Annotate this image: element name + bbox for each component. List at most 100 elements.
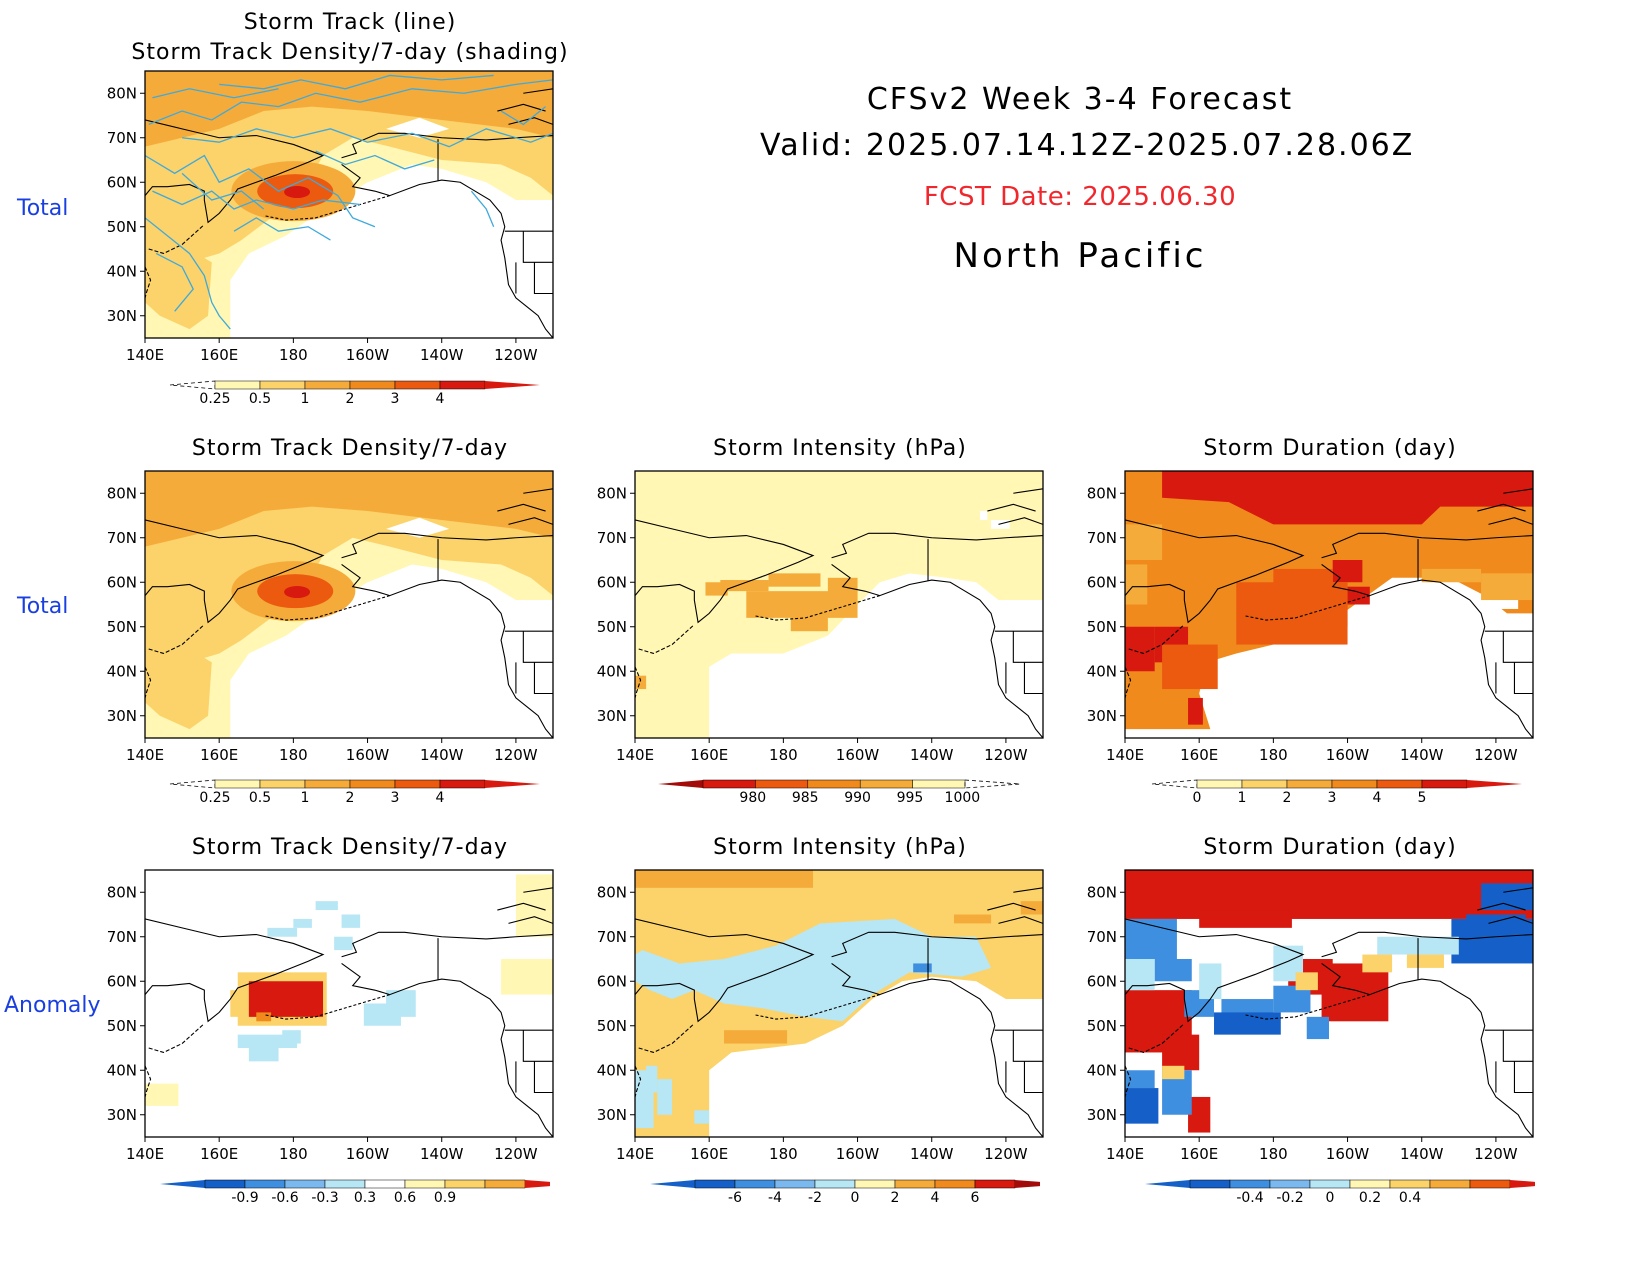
colorbar-segment (204, 1179, 246, 1189)
colorbar-segment (1286, 779, 1333, 789)
row-label-bottom: Anomaly (4, 993, 101, 1018)
intensity-gap (979, 511, 988, 520)
lon-tick-label: 160E (200, 1145, 238, 1163)
lon-tick-label: 160E (690, 746, 728, 764)
density-band-0.5 (145, 71, 553, 290)
colorbar-label: 4 (436, 790, 445, 805)
colorbar-segment (807, 779, 861, 789)
colorbar-label: 4 (931, 1190, 940, 1205)
colorbar-label: 3 (391, 391, 400, 406)
aleutian-islands (263, 994, 390, 1020)
duration-band-4 (1332, 560, 1363, 583)
colorbar-segment (974, 1179, 1016, 1189)
storm-track-line (470, 190, 495, 228)
lat-tick-label: 70N (1087, 529, 1117, 547)
colorbar-arrow-left (160, 1180, 205, 1188)
political-borders (437, 539, 553, 695)
colorbar-segment (439, 779, 486, 789)
duration-anom-neg-0.2 (1273, 985, 1311, 1013)
lon-tick-label: 140W (420, 1145, 464, 1163)
political-borders (1417, 539, 1533, 695)
lon-tick-label: 120W (984, 1145, 1028, 1163)
intensity-anom-4 (953, 914, 992, 924)
lon-tick-label: 180 (769, 746, 798, 764)
arctic-islands (1477, 887, 1533, 924)
lat-tick-label: 40N (597, 662, 627, 680)
colorbar-segment (734, 1179, 776, 1189)
colorbar-segment (774, 1179, 816, 1189)
colorbar-duration-anomaly: -0.4 -0.2 0 0.2 0.4 (1145, 1179, 1535, 1205)
colorbar-segment (1429, 1179, 1471, 1189)
anomaly-0.3 (230, 990, 242, 1017)
lon-tick-label: 160W (836, 746, 880, 764)
colorbar-label: 0.9 (434, 1190, 456, 1205)
arctic-islands (497, 88, 553, 125)
coastline-alaska (1321, 931, 1533, 1137)
intensity-band-995 (768, 573, 821, 587)
colorbar-label: 0.2 (1359, 1190, 1381, 1205)
map-frame (144, 869, 554, 1138)
lat-tick-label: 70N (107, 529, 137, 547)
colorbar-segment (324, 1179, 366, 1189)
lat-tick-label: 80N (107, 883, 137, 901)
aleutian-islands (263, 595, 390, 621)
lon-tick-label: 140E (616, 1145, 654, 1163)
coastline-alaska (341, 931, 553, 1137)
intensity-anom-4 (1020, 901, 1043, 915)
duration-anom-0.2 (1162, 1065, 1185, 1080)
lon-tick-label: 120W (984, 746, 1028, 764)
intensity-anomaly-map: 140E 160E 180 160W 140W 120W 80N 70N 60N 50N 40N 30… (597, 869, 1044, 1163)
colorbar-arrow-right (1015, 1180, 1040, 1188)
colorbar-arrow-right (964, 779, 1021, 789)
storm-track-line (181, 172, 265, 210)
lon-tick-label: 120W (494, 346, 538, 364)
colorbar-density-top: 0.25 0.5 1 2 3 4 (169, 380, 540, 406)
lat-tick-label: 70N (597, 928, 627, 946)
colorbar-label: 985 (792, 790, 819, 805)
anomaly-neg-0.3 (293, 918, 312, 928)
lat-tick-label: 50N (107, 218, 137, 236)
density-band-0.5 (145, 235, 212, 330)
lat-tick-label: 60N (1087, 972, 1117, 990)
panel7-title: Storm Duration (day) (1203, 835, 1457, 860)
panel5-title: Storm Track Density/7-day (191, 835, 509, 860)
lat-tick-label: 50N (1087, 618, 1117, 636)
storm-track-line (500, 106, 546, 126)
colorbar-label: 0.6 (394, 1190, 416, 1205)
intensity-band-995 (635, 675, 647, 690)
storm-track-line (233, 217, 331, 241)
duration-total-map: 140E 160E 180 160W 140W 120W 80N 70N 60N 50N 40N 30… (1087, 470, 1534, 764)
colorbar-segment (439, 380, 486, 390)
map-frame (144, 70, 554, 339)
panel6-title: Storm Intensity (hPa) (713, 835, 967, 860)
coastline-siberia (1125, 918, 1305, 1023)
density-band-3 (284, 186, 311, 199)
lon-tick-label: 180 (1259, 746, 1288, 764)
colorbar-segment (755, 779, 809, 789)
colorbar-label: 1 (1238, 790, 1247, 805)
anomaly-0.3 (530, 874, 553, 884)
lat-tick-label: 60N (107, 173, 137, 191)
political-borders (1417, 938, 1533, 1094)
coastline-siberia (1125, 519, 1305, 624)
map-frame (144, 470, 554, 739)
colorbar-segment (284, 1179, 326, 1189)
anomaly-neg-0.3 (248, 1048, 279, 1062)
colorbar-segment (912, 779, 966, 789)
lat-tick-label: 60N (107, 972, 137, 990)
lat-tick-label: 40N (107, 662, 137, 680)
lat-tick-label: 70N (1087, 928, 1117, 946)
anomaly-0.3 (515, 874, 553, 937)
colorbar-label: 0 (1326, 1190, 1335, 1205)
colorbar-segment (1241, 779, 1288, 789)
coastline-japan (1125, 624, 1185, 699)
anomaly-neg-0.3 (315, 901, 338, 911)
colorbar-arrow-left (1151, 779, 1198, 789)
anomaly-neg-0.3 (282, 1030, 301, 1044)
colorbar-label: -0.2 (1276, 1190, 1303, 1205)
duration-anomaly-map: 140E 160E 180 160W 140W 120W 80N 70N 60N 50N 40N 30… (1087, 869, 1534, 1163)
lat-tick-label: 40N (597, 1061, 627, 1079)
colorbar-segment (484, 1179, 526, 1189)
coastline-siberia (635, 918, 815, 1023)
lat-tick-label: 40N (107, 262, 137, 280)
